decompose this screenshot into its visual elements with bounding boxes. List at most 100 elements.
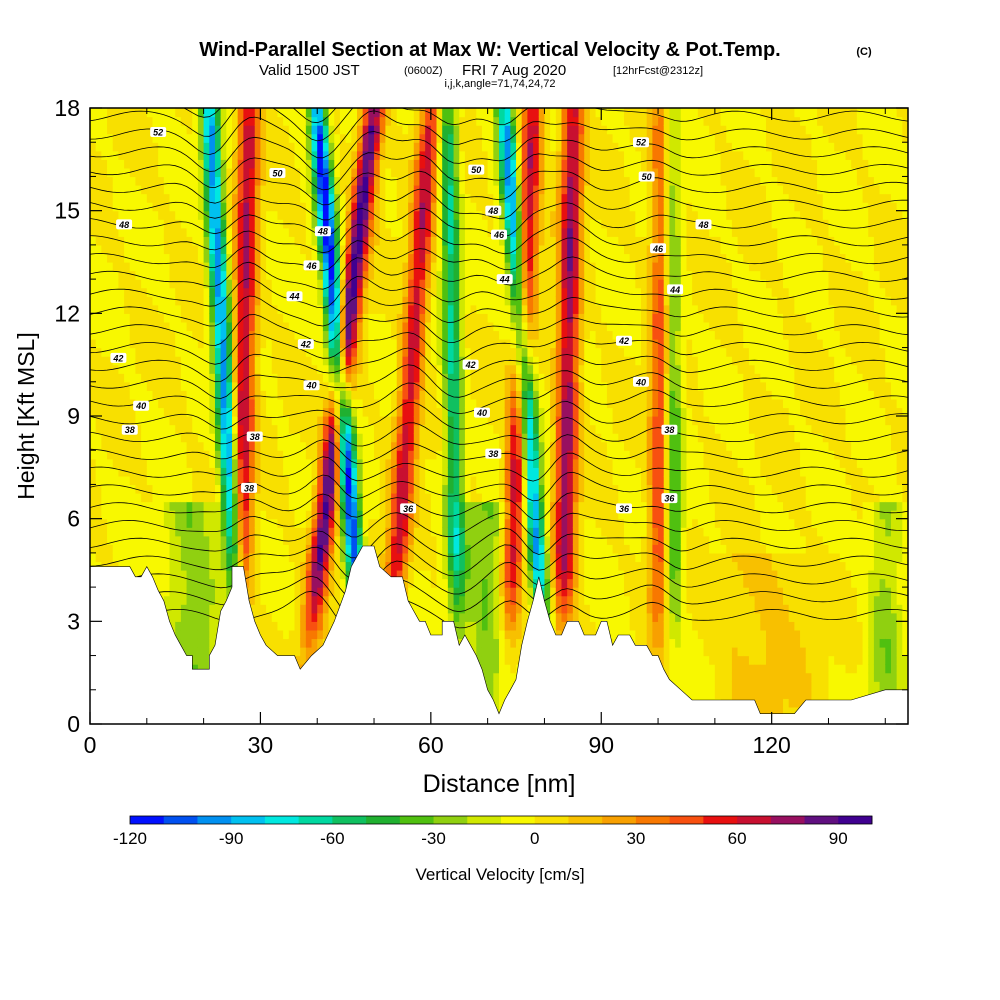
theta-label: 46 [303, 260, 320, 271]
theta-label-text: 40 [635, 377, 646, 387]
y-axis-label: Height [Kft MSL] [13, 332, 39, 499]
valid-forecast: [12hrFcst@2312z] [613, 65, 703, 77]
theta-label: 36 [400, 503, 417, 514]
colorbar-swatch [669, 816, 704, 824]
theta-contour-line [90, 543, 908, 580]
theta-label-text: 50 [471, 165, 481, 175]
colorbar-swatch [298, 816, 333, 824]
valid-date: FRI 7 Aug 2020 [462, 62, 566, 79]
colorbar-swatch [770, 816, 805, 824]
colorbar-swatch [737, 816, 772, 824]
theta-label-text: 38 [488, 449, 498, 459]
colorbar-swatch [467, 816, 502, 824]
theta-contour-labels: 52 50 48 48 46 44 42 42 40 40 38 38 38 36 50 48 46 44 42 40… [110, 126, 712, 514]
theta-label-text: 38 [244, 483, 254, 493]
theta-label: 42 [615, 335, 632, 346]
theta-contour-line [90, 452, 908, 482]
theta-label-text: 46 [652, 244, 664, 254]
colorbar-tick-label: -30 [421, 829, 446, 848]
theta-label-text: 42 [112, 353, 123, 363]
theta-label: 36 [615, 503, 632, 514]
theta-label-text: 44 [288, 292, 299, 302]
theta-contour-line [90, 314, 908, 347]
theta-label-text: 36 [664, 494, 675, 504]
theta-label: 44 [667, 284, 684, 295]
theta-contour-line [90, 237, 908, 272]
colorbar-swatch [332, 816, 367, 824]
title-mark: (C) [856, 46, 872, 58]
theta-label: 48 [485, 205, 502, 216]
colorbar-swatch [197, 816, 232, 824]
theta-label-text: 42 [618, 336, 629, 346]
theta-contour-line [90, 417, 908, 447]
theta-label-text: 46 [493, 230, 505, 240]
theta-label: 48 [116, 219, 133, 230]
theta-label: 44 [286, 291, 303, 302]
theta-label: 50 [638, 171, 655, 182]
theta-label-text: 38 [664, 425, 674, 435]
colorbar-swatch [163, 816, 198, 824]
theta-label: 38 [485, 448, 502, 459]
theta-label: 36 [661, 493, 678, 504]
y-tick-label: 12 [54, 300, 80, 326]
theta-label: 42 [297, 339, 314, 350]
colorbar-swatch [130, 816, 165, 824]
theta-label-text: 44 [669, 285, 680, 295]
colorbar: -120 -90 -60 -30 0 30 60 90 [113, 815, 873, 848]
colorbar-tick-label: -60 [320, 829, 345, 848]
theta-label-text: 48 [697, 220, 708, 230]
theta-contour-line [90, 276, 908, 309]
theta-label: 52 [633, 137, 650, 148]
theta-label-text: 50 [642, 172, 652, 182]
theta-contour-line [90, 512, 908, 539]
theta-contour-line [90, 332, 908, 365]
theta-label-text: 46 [306, 261, 318, 271]
theta-label-text: 48 [487, 206, 498, 216]
colorbar-tick-label: 30 [626, 829, 645, 848]
theta-label-text: 38 [250, 432, 260, 442]
theta-label: 48 [314, 226, 331, 237]
theta-label-text: 44 [499, 275, 510, 285]
y-tick-label: 6 [67, 506, 80, 532]
theta-contour-line [90, 170, 908, 206]
x-tick-label: 60 [418, 732, 444, 758]
colorbar-swatch [568, 816, 603, 824]
theta-label: 46 [491, 229, 507, 240]
theta-label: 40 [303, 380, 320, 391]
theta-contour-line [90, 131, 908, 175]
theta-contour-line [90, 471, 908, 502]
x-tick-label: 0 [84, 732, 97, 758]
theta-label: 38 [246, 431, 263, 442]
x-tick-label: 90 [588, 732, 614, 758]
theta-label: 38 [661, 424, 678, 435]
potential-temperature-contours [90, 108, 908, 639]
theta-label: 38 [121, 424, 138, 435]
theta-label: 44 [496, 274, 513, 285]
terrain-mask [90, 545, 908, 724]
colorbar-tick-label: 60 [728, 829, 747, 848]
colorbar-swatch [838, 816, 873, 824]
theta-label-text: 36 [403, 504, 414, 514]
theta-label-text: 42 [300, 340, 311, 350]
theta-label: 46 [650, 243, 667, 254]
theta-label-text: 38 [125, 425, 135, 435]
theta-label-text: 48 [317, 227, 328, 237]
theta-contour-line [90, 382, 908, 415]
colorbar-tick-label: 0 [530, 829, 539, 848]
colorbar-swatch [366, 816, 401, 824]
colorbar-tick-label: -90 [219, 829, 244, 848]
colorbar-tick-label: 90 [829, 829, 848, 848]
theta-contour-line [90, 295, 908, 327]
theta-label-text: 48 [118, 220, 129, 230]
valid-prefix: Valid 1500 JST [259, 62, 360, 79]
colorbar-swatch [635, 816, 671, 824]
theta-label: 42 [110, 352, 127, 363]
colorbar-swatch [501, 816, 536, 824]
y-tick-label: 3 [67, 608, 80, 634]
theta-label-text: 36 [619, 504, 630, 514]
theta-label: 48 [695, 219, 712, 230]
theta-label-text: 40 [476, 408, 487, 418]
theta-contour-line [90, 219, 908, 255]
theta-contour-line [90, 527, 908, 559]
